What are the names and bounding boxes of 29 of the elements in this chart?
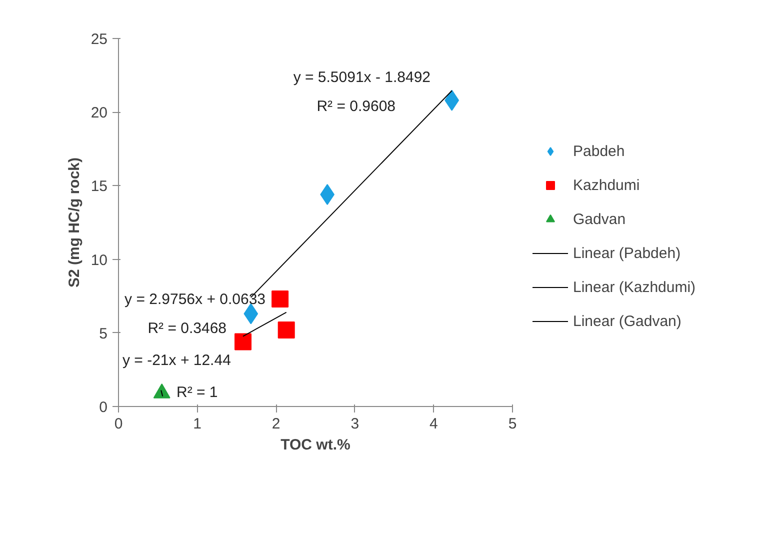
y-tick-label: 10 [90, 252, 108, 269]
legend-label: Linear (Kazhdumi) [573, 278, 696, 296]
x-tick-label: 5 [508, 416, 517, 432]
legend-label: Linear (Pabdeh) [573, 244, 681, 262]
x-tick-label: 4 [430, 416, 438, 432]
y-tick-label: 15 [90, 178, 108, 196]
x-tick-label: 1 [193, 416, 202, 432]
x-tick-label: 2 [272, 416, 280, 432]
x-axis-title: TOC wt.% [280, 436, 350, 454]
legend-label: Kazhdumi [573, 176, 640, 194]
y-tick-label: 5 [99, 325, 108, 342]
x-tick-label: 3 [350, 416, 360, 432]
annotation: R² = 1 [176, 384, 218, 401]
y-tick-label: 25 [90, 31, 108, 48]
y-axis-title: S2 (mg HC/g rock) [66, 157, 83, 288]
y-tick-label: 20 [90, 104, 108, 122]
annotation: y = -21x + 12.44 [122, 352, 231, 369]
annotation: y = 2.9756x + 0.0633 [124, 291, 266, 308]
legend-label: Linear (Gadvan) [573, 312, 682, 330]
y-tick-label: 0 [99, 399, 108, 416]
point [234, 333, 252, 350]
point [278, 321, 295, 338]
annotation: R² = 0.3468 [148, 320, 227, 337]
annotation: R² = 0.9608 [316, 98, 396, 115]
legend-label: Pabdeh [573, 142, 625, 160]
point [272, 290, 289, 308]
x-tick-label: 0 [114, 416, 123, 432]
annotation: y = 5.5091x - 1.8492 [293, 69, 431, 86]
legend-label: Gadvan [573, 210, 626, 228]
